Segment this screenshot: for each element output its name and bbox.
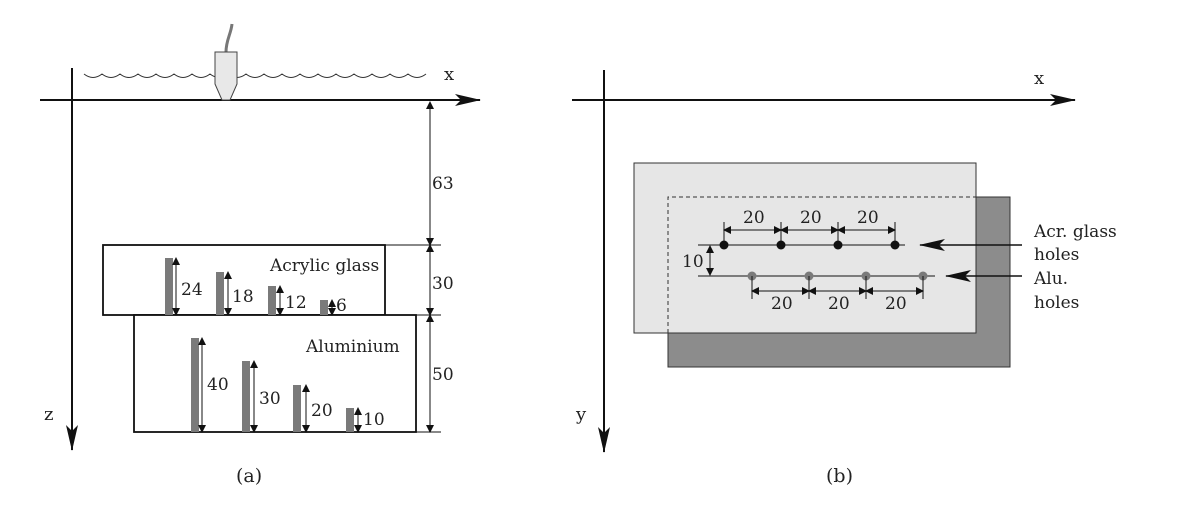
aluminium-spacing-label: 20 [885,294,907,314]
acrylic-thickness-label: 30 [432,274,454,294]
row-spacing-label: 10 [682,252,704,272]
aluminium-spacing-label: 20 [771,294,793,314]
aluminium-hole-label: 30 [259,389,281,409]
acrylic-hole-label: 18 [232,287,254,307]
aluminium-hole-20 [293,385,301,432]
acrylic-hole-label: 24 [181,280,203,300]
aluminium-holes-label-line2: holes [1034,293,1079,313]
acrylic-hole-24 [165,258,173,315]
aluminium-hole-label: 40 [207,375,229,395]
z-axis-label-a: z [44,404,53,425]
acrylic-spacing-label: 20 [743,208,765,228]
aluminium-thickness-label: 50 [432,365,454,385]
hidden-edge [667,196,976,333]
acrylic-plate [102,244,386,316]
aluminium-hole-40 [191,338,199,432]
acrylic-hole-18 [216,272,224,315]
acrylic-holes-label-line2: holes [1034,245,1079,265]
acrylic-hole-6 [320,300,328,315]
acrylic-plate-top [633,162,977,334]
aluminium-hole-label: 10 [363,410,385,430]
panel-b: x y 20 20 20 [572,68,1117,487]
y-axis-label-b: y [575,404,587,425]
aluminium-label: Aluminium [305,337,400,357]
aluminium-hole-label: 20 [311,401,333,421]
water-surface [83,73,427,78]
water-depth-label: 63 [432,174,454,194]
acrylic-spacing-label: 20 [857,208,879,228]
panel-a: x z Acrylic glass Aluminium 24 18 12 6 4… [40,23,481,487]
acrylic-holes-label-line1: Acr. glass [1033,222,1117,242]
aluminium-hole-10 [346,408,354,432]
caption-b: (b) [826,465,853,487]
caption-a: (a) [236,465,262,487]
acrylic-hole-12 [268,286,276,315]
transducer-icon [214,23,238,101]
x-axis-label-b: x [1034,68,1044,89]
aluminium-spacing-label: 20 [828,294,850,314]
aluminium-hole-30 [242,361,250,432]
acrylic-hole-label: 6 [336,296,347,316]
acrylic-hole-label: 12 [285,293,307,313]
acrylic-spacing-label: 20 [800,208,822,228]
acrylic-label: Acrylic glass [269,256,379,276]
aluminium-holes-label-line1: Alu. [1033,269,1068,289]
x-axis-label-a: x [444,64,454,85]
